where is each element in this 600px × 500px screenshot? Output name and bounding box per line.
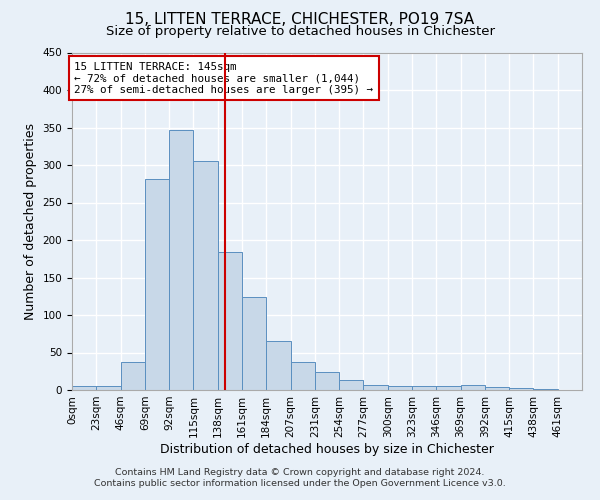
Bar (290, 362, 315, 390)
Bar (364, 385, 388, 390)
Bar (121, 362, 145, 390)
Text: 15 LITTEN TERRACE: 145sqm
← 72% of detached houses are smaller (1,044)
27% of se: 15 LITTEN TERRACE: 145sqm ← 72% of detac… (74, 62, 373, 94)
Bar (485, 387, 509, 390)
Bar (412, 386, 436, 390)
Y-axis label: Number of detached properties: Number of detached properties (24, 122, 37, 320)
Bar (145, 180, 169, 390)
Text: 15, LITTEN TERRACE, CHICHESTER, PO19 7SA: 15, LITTEN TERRACE, CHICHESTER, PO19 7SA (125, 12, 475, 28)
Bar (509, 388, 533, 390)
Bar (436, 386, 461, 390)
Bar (315, 372, 339, 390)
Bar (339, 380, 364, 390)
Bar (266, 340, 290, 390)
Bar (218, 252, 242, 390)
Text: Contains HM Land Registry data © Crown copyright and database right 2024.
Contai: Contains HM Land Registry data © Crown c… (94, 468, 506, 487)
Bar (193, 161, 218, 390)
Bar (96, 386, 121, 390)
Bar (72, 386, 96, 390)
Bar (461, 385, 485, 390)
Bar (388, 386, 412, 390)
Bar (169, 130, 193, 390)
Text: Size of property relative to detached houses in Chichester: Size of property relative to detached ho… (106, 25, 494, 38)
Bar (533, 388, 558, 390)
X-axis label: Distribution of detached houses by size in Chichester: Distribution of detached houses by size … (160, 442, 494, 456)
Bar (242, 297, 266, 390)
